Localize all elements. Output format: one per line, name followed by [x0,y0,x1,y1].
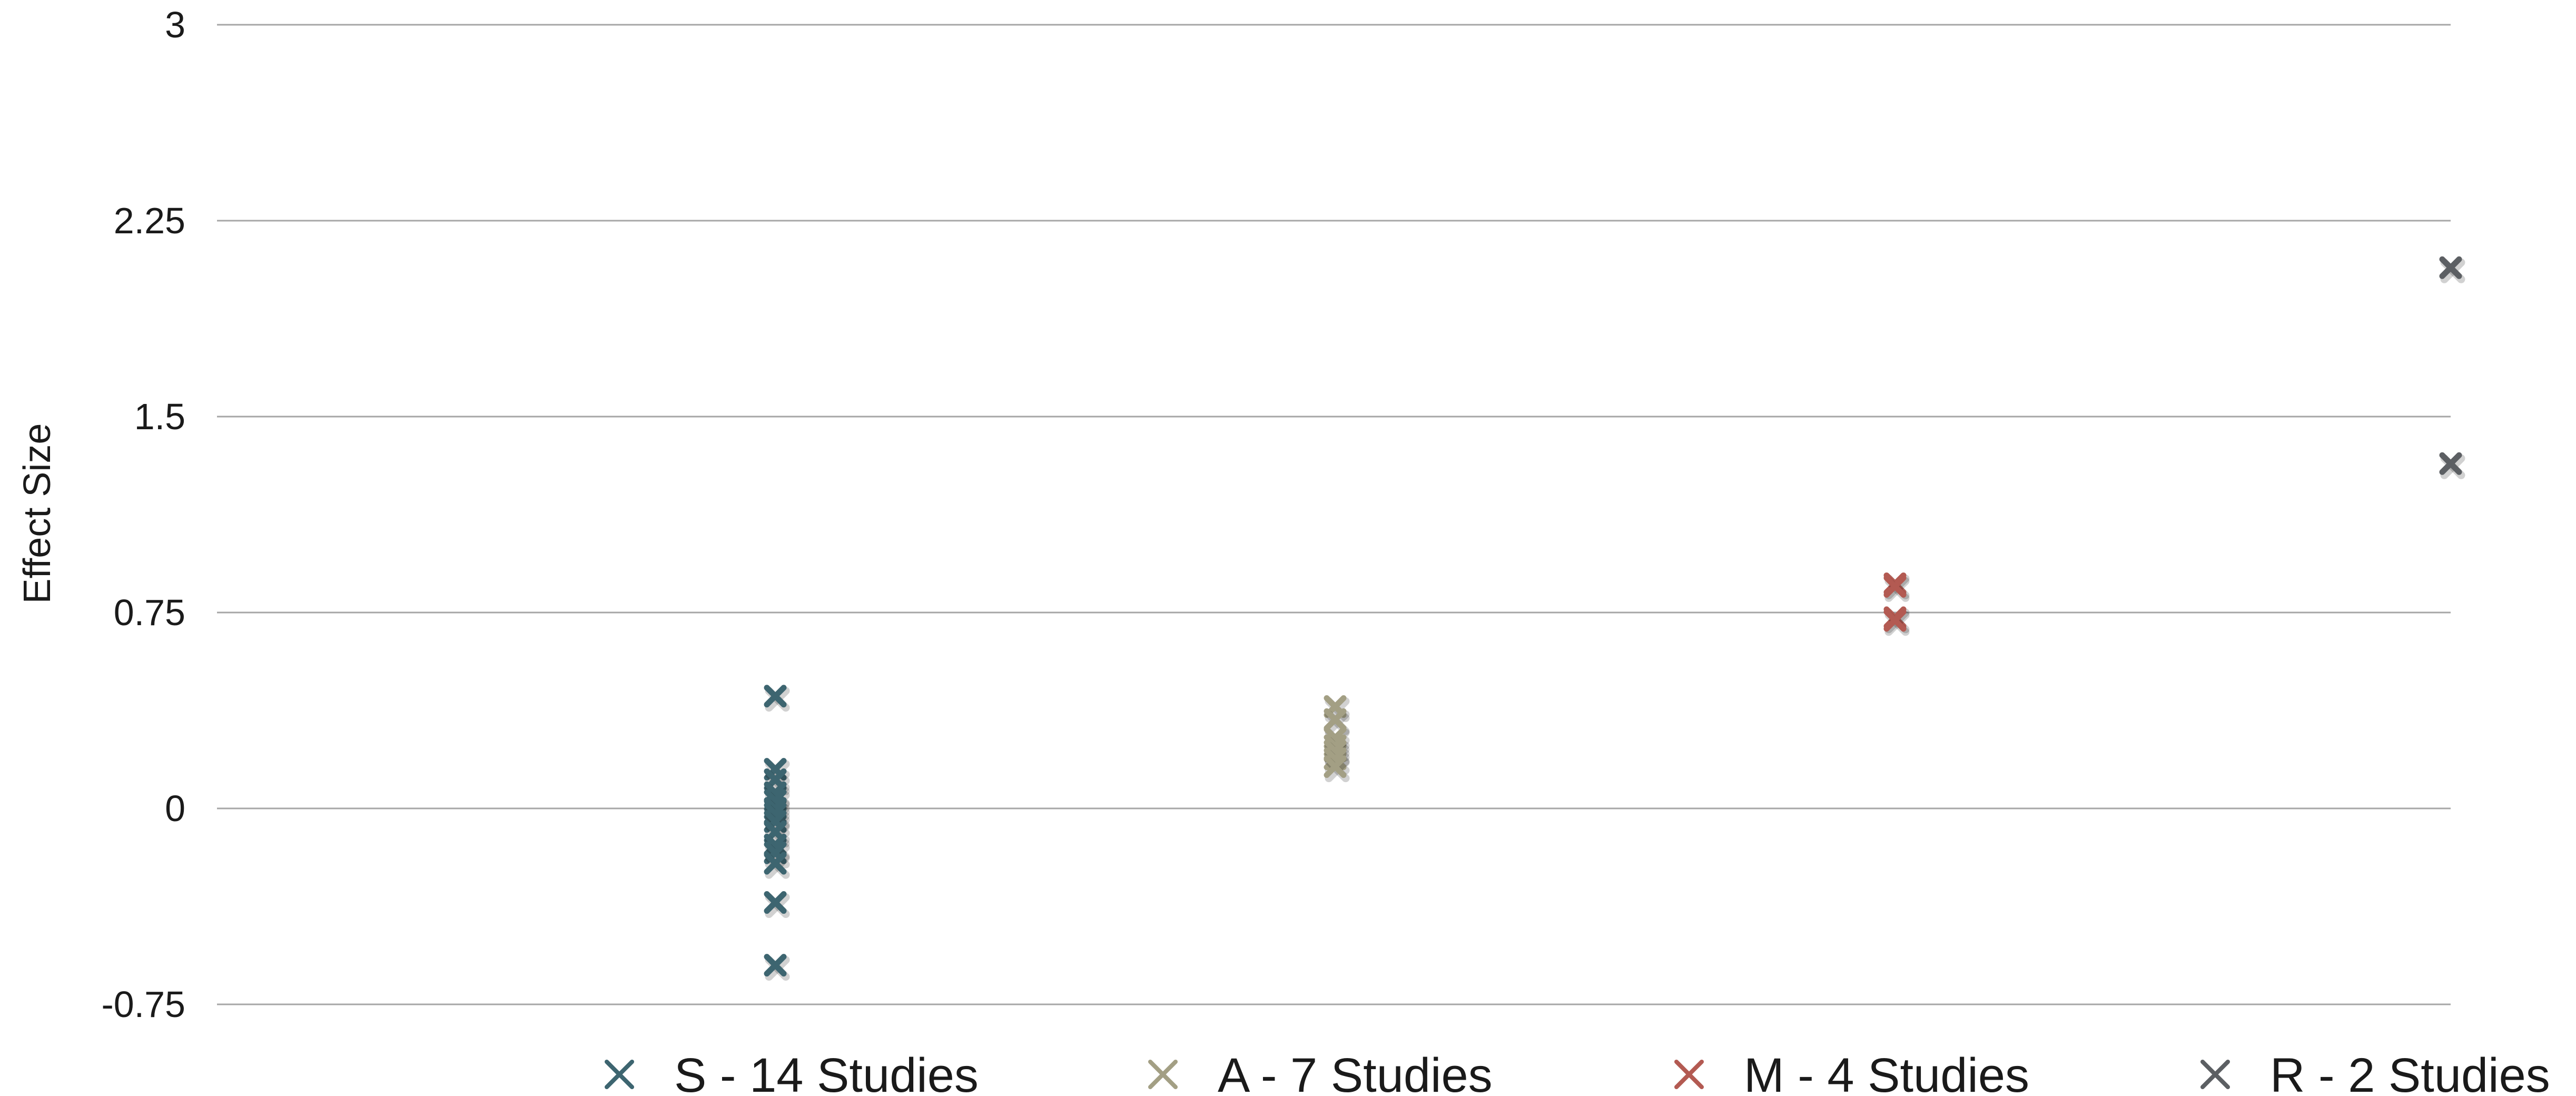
legend-marker-icon [605,1060,634,1089]
y-axis-title: Effect Size [16,423,58,604]
y-tick-label: 2.25 [114,200,185,241]
y-tick-label: -0.75 [101,984,185,1025]
data-point-marker [1883,609,1910,636]
data-point-marker [2439,256,2465,283]
y-tick-label: 3 [165,4,185,45]
legend-item: A - 7 Studies [1148,1049,1493,1096]
data-points [764,256,2465,981]
legend-item: R - 2 Studies [2200,1049,2550,1096]
y-tick-labels: 3 2.25 1.5 0.75 0 -0.75 [101,4,185,1025]
data-point-marker [1883,575,1910,602]
data-point-marker [2439,452,2465,479]
legend-label: M - 4 Studies [1744,1049,2029,1096]
legend-marker-icon [2200,1060,2230,1089]
y-tick-label: 1.5 [134,396,185,437]
legend-marker-icon [1148,1060,1178,1089]
legend-label: A - 7 Studies [1218,1049,1493,1096]
data-point-marker [764,891,790,919]
legend-item: M - 4 Studies [1674,1049,2029,1096]
legend-marker-icon [1674,1060,1704,1089]
legend-item: S - 14 Studies [605,1049,979,1096]
data-point-marker [764,852,790,879]
data-point-marker [1324,755,1350,783]
legend-label: S - 14 Studies [674,1049,979,1096]
y-gridlines [217,24,2451,1005]
y-tick-label: 0 [165,788,185,829]
legend-label: R - 2 Studies [2270,1049,2550,1096]
data-point-marker [764,954,790,981]
y-tick-label: 0.75 [114,592,185,633]
legend: S - 14 Studies A - 7 Studies M - 4 Studies… [605,1049,2550,1096]
data-point-marker [764,685,790,712]
